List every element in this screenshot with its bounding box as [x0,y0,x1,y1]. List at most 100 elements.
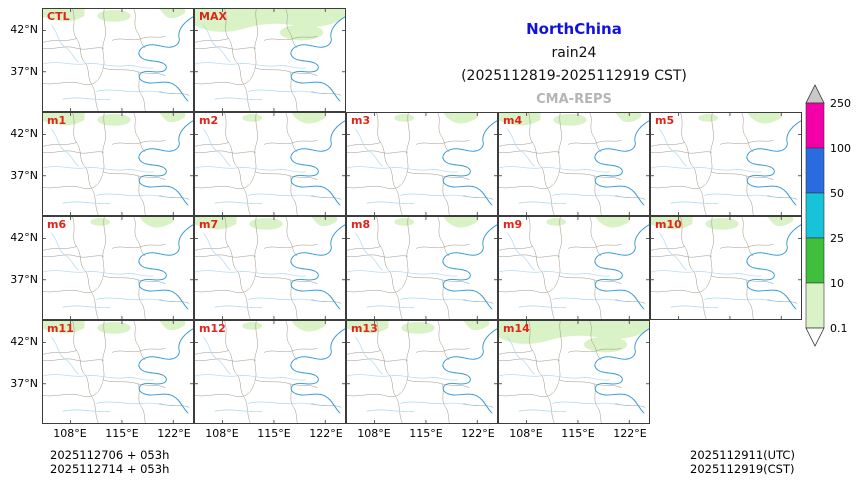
lon-tick-label: 108°E [53,427,87,440]
basemap-layer [195,113,345,215]
map-panel: m11 [42,320,194,424]
map-panel: m8 [346,216,498,320]
lat-tick-label: 42°N [10,231,38,244]
panel-label: m10 [655,218,682,231]
basemap-layer [195,321,345,423]
period-title: (2025112819-2025112919 CST) [461,68,687,84]
panel-label: m3 [351,114,371,127]
colorbar-segment [805,147,825,194]
model-title: CMA-REPS [536,92,612,107]
map-canvas [499,217,649,319]
lat-tick-label: 42°N [10,23,38,36]
lon-tick-label: 122°E [461,427,495,440]
basemap-layer [43,321,193,423]
colorbar-arrow-bottom-icon [805,327,825,347]
lon-tick-label: 115°E [561,427,595,440]
panel-label: m8 [351,218,371,231]
rain-layer [90,217,174,228]
rain-layer [394,217,478,228]
map-panel: MAX [194,8,346,112]
panel-grid: NorthChina rain24 (2025112819-2025112919… [42,8,802,424]
map-canvas [651,113,801,215]
basemap-layer [651,217,801,319]
lat-tick-label: 37°N [10,377,38,390]
panel-label: m14 [503,322,530,335]
panel-label: m5 [655,114,675,127]
colorbar-tick-label: 10 [830,277,844,290]
basemap-layer [347,217,497,319]
map-panel: m1 [42,112,194,216]
lat-tick-label: 42°N [10,127,38,140]
map-panel: m12 [194,320,346,424]
lon-tick-label: 122°E [157,427,191,440]
colorbar-tick-label: 250 [830,97,851,110]
valid-time-cst: 2025112919(CST) [690,462,795,476]
basemap-layer [347,321,497,423]
panel-label: m1 [47,114,67,127]
lon-tick-label: 108°E [357,427,391,440]
colorbar-tick-label: 25 [830,232,844,245]
basemap-layer [347,113,497,215]
map-panel: m6 [42,216,194,320]
map-canvas [195,321,345,423]
lon-tick-label: 122°E [309,427,343,440]
map-canvas [43,113,193,215]
region-title: NorthChina [526,20,622,38]
lat-tick-label: 42°N [10,335,38,348]
map-canvas [43,217,193,319]
colorbar: 250 100 50 25 10 0.1 [805,84,851,347]
lat-tick-label: 37°N [10,65,38,78]
colorbar-tick-label: 0.1 [830,322,848,335]
colorbar-segment [805,192,825,239]
map-panel: m5 [650,112,802,216]
panel-label: m7 [199,218,219,231]
map-panel: m13 [346,320,498,424]
colorbar-segment [805,282,825,329]
map-panel: m3 [346,112,498,216]
colorbar-segment [805,102,825,149]
panel-label: MAX [199,10,227,23]
rain-layer [698,113,782,124]
title-block: NorthChina rain24 (2025112819-2025112919… [346,8,802,112]
init-time-line2: 2025112714 + 053h [50,462,170,476]
init-time-block: 2025112706 + 053h 2025112714 + 053h [50,448,169,476]
map-panel: m14 [498,320,650,424]
lon-tick-label: 115°E [257,427,291,440]
init-time-line1: 2025112706 + 053h [50,448,170,462]
map-panel: CTL [42,8,194,112]
colorbar-tick-label: 50 [830,187,844,200]
map-canvas [195,217,345,319]
colorbar-segment [805,237,825,284]
basemap-layer [43,113,193,215]
basemap-layer [195,217,345,319]
panel-label: m11 [47,322,74,335]
lon-tick-label: 108°E [205,427,239,440]
map-canvas [499,321,649,423]
lon-tick-label: 115°E [105,427,139,440]
lon-tick-label: 122°E [613,427,647,440]
panel-label: m12 [199,322,226,335]
variable-title: rain24 [551,45,597,61]
map-panel: m10 [650,216,802,320]
colorbar-arrow-top-icon [805,84,825,104]
map-canvas [43,321,193,423]
lon-tick-label: 115°E [409,427,443,440]
map-canvas [195,113,345,215]
panel-label: m4 [503,114,523,127]
map-canvas [651,217,801,319]
panel-label: m9 [503,218,523,231]
map-canvas [347,113,497,215]
map-panel: m7 [194,216,346,320]
rain-layer [394,113,478,124]
lon-tick-label: 108°E [509,427,543,440]
map-canvas [195,9,345,111]
lat-tick-label: 37°N [10,169,38,182]
basemap-layer [499,113,649,215]
colorbar-tick-label: 100 [830,142,851,155]
basemap-layer [43,9,193,111]
map-panel: m4 [498,112,650,216]
basemap-layer [651,113,801,215]
panel-label: CTL [47,10,70,23]
map-panel: m9 [498,216,650,320]
